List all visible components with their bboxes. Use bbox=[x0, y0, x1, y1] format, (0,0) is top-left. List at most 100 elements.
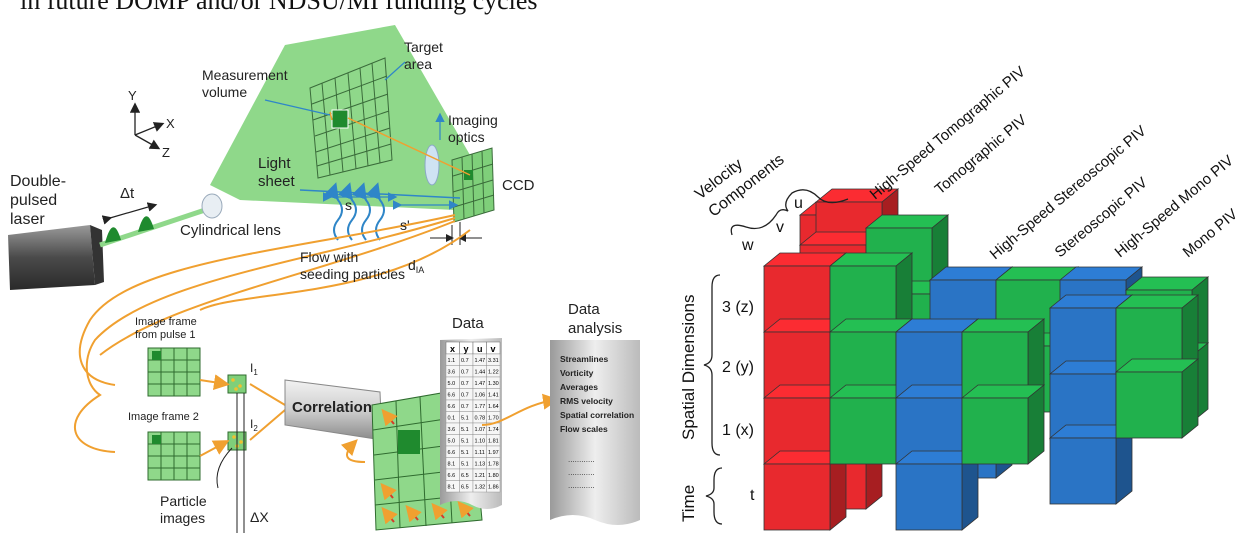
data-header-cell: y bbox=[464, 344, 469, 354]
axes-icon bbox=[129, 102, 165, 150]
data-cell: 0.78 bbox=[475, 416, 486, 422]
image-frame-2 bbox=[147, 431, 201, 481]
cube bbox=[1048, 424, 1134, 505]
spatial-brace bbox=[703, 274, 721, 456]
correlation-label: Correlation bbox=[292, 399, 372, 416]
data-cell: 3.6 bbox=[448, 427, 456, 433]
data-cell: 1.10 bbox=[475, 439, 486, 445]
data-cell: 1.97 bbox=[488, 450, 499, 456]
data-cell: 8.1 bbox=[448, 485, 456, 491]
data-cell: 1.11 bbox=[475, 450, 485, 456]
data-header-cell: v bbox=[491, 344, 496, 354]
top-caption: in future DOMP and/or NDSU/MI funding cy… bbox=[20, 0, 538, 15]
analysis-list: Streamlines Vorticity Averages RMS velocity… bbox=[560, 354, 634, 434]
flow-label: Flow with seeding particles bbox=[300, 249, 405, 282]
data-cell: 1.07 bbox=[475, 427, 486, 433]
data-cell: 1.22 bbox=[488, 370, 499, 376]
data-cell: 0.7 bbox=[461, 358, 469, 364]
cylindrical-lens-label: Cylindrical lens bbox=[180, 222, 281, 239]
cube bbox=[1114, 358, 1200, 439]
data-cell: 0.7 bbox=[461, 404, 469, 410]
analysis-item: Vorticity bbox=[560, 368, 594, 378]
data-cell: 5.1 bbox=[461, 439, 469, 445]
axis-z-label: Z bbox=[162, 145, 170, 160]
data-cell: 1.77 bbox=[475, 404, 486, 410]
data-cell: 1.81 bbox=[488, 439, 499, 445]
analysis-item: Streamlines bbox=[560, 354, 608, 364]
i2-label: I2 bbox=[250, 417, 258, 433]
i1-label: I1 bbox=[250, 361, 258, 377]
data-cell: 1.44 bbox=[475, 370, 486, 376]
data-cell: 1.47 bbox=[475, 381, 486, 387]
data-cell: 3.31 bbox=[488, 358, 499, 364]
data-cell: 6.6 bbox=[448, 450, 456, 456]
component-v-label: v bbox=[776, 219, 784, 236]
frame1-label: Image frame from pulse 1 bbox=[135, 316, 197, 341]
data-cell: 5.1 bbox=[461, 450, 469, 456]
measurement-volume-label: Measurement volume bbox=[202, 67, 288, 100]
data-cell: 0.7 bbox=[461, 393, 469, 399]
data-cell: 1.30 bbox=[488, 381, 499, 387]
data-cell: 1.64 bbox=[488, 404, 499, 410]
s-prime-label: s' bbox=[400, 217, 410, 233]
svg-text:............: ............ bbox=[568, 468, 595, 477]
data-cell: 1.70 bbox=[488, 416, 499, 422]
data-cell: 6.6 bbox=[448, 404, 456, 410]
cube bbox=[894, 450, 980, 531]
data-cell: 8.1 bbox=[448, 462, 456, 468]
data-cell: 1.21 bbox=[475, 473, 486, 479]
data-cell: 1.80 bbox=[488, 473, 499, 479]
data-cell: 6.6 bbox=[448, 393, 456, 399]
target-area-label: Target area bbox=[404, 39, 443, 72]
analysis-item: Spatial correlation bbox=[560, 410, 634, 420]
svg-text:............: ............ bbox=[568, 455, 595, 464]
data-cell: 1.1 bbox=[448, 358, 456, 364]
data-cell: 1.41 bbox=[488, 393, 499, 399]
data-cell: 1.78 bbox=[488, 462, 499, 468]
component-u-label: u bbox=[794, 195, 803, 212]
cube bbox=[960, 384, 1046, 465]
ccd-label: CCD bbox=[502, 177, 535, 194]
axis-x-label: X bbox=[166, 116, 175, 131]
velocity-brace bbox=[730, 189, 849, 236]
svg-text:............: ............ bbox=[568, 481, 595, 490]
time-t-label: t bbox=[750, 487, 755, 504]
s-label: s bbox=[345, 197, 352, 213]
cylindrical-lens bbox=[201, 193, 223, 219]
spatial-dimensions-label: Spatial Dimensions bbox=[679, 294, 698, 440]
data-cell: 3.6 bbox=[448, 370, 456, 376]
data-cell: 5.0 bbox=[448, 439, 456, 445]
data-title: Data bbox=[452, 315, 484, 332]
data-cell: 1.74 bbox=[488, 427, 499, 433]
frame2-label: Image frame 2 bbox=[128, 411, 199, 423]
dim-y-label: 2 (y) bbox=[722, 359, 754, 376]
component-w-label: w bbox=[741, 237, 754, 254]
delta-t-label: Δt bbox=[120, 185, 135, 202]
piv-capability-cube-chart bbox=[762, 188, 1210, 531]
data-cell: 6.5 bbox=[461, 473, 469, 479]
data-cell: 5.1 bbox=[461, 416, 469, 422]
analysis-sheet: Streamlines Vorticity Averages RMS velocity… bbox=[550, 340, 640, 525]
imaging-optics-label: Imaging optics bbox=[448, 112, 498, 145]
data-cell: 0.7 bbox=[461, 381, 469, 387]
data-cell: 0.1 bbox=[448, 416, 456, 422]
measurement-grid bbox=[309, 57, 393, 179]
data-header-cell: x bbox=[450, 344, 455, 354]
laser-label: Double-pulsed laser bbox=[10, 173, 66, 228]
data-cell: 1.13 bbox=[475, 462, 486, 468]
time-brace bbox=[705, 467, 723, 525]
delta-x-label: ΔX bbox=[250, 509, 269, 525]
data-cell: 6.5 bbox=[461, 485, 469, 491]
data-cell: 5.1 bbox=[461, 462, 469, 468]
velocity-components-label: VelocityComponents bbox=[692, 134, 787, 221]
data-cell: 1.47 bbox=[475, 358, 486, 364]
data-header-cell: u bbox=[477, 344, 483, 354]
analysis-item: Averages bbox=[560, 382, 598, 392]
data-sheet: x y u v1.1 0.7 1.47 3.313.6 0.7 1.44 1.225.0 0.7 1.… bbox=[440, 338, 502, 509]
piv-setup-diagram: x y u v1.1 0.7 1.47 3.313.6 0.7 1.44 1.225.0 0.7 1.… bbox=[8, 25, 640, 533]
laser-housing bbox=[8, 225, 95, 290]
data-cell: 5.1 bbox=[461, 427, 469, 433]
axis-y-label: Y bbox=[128, 88, 137, 103]
data-cell: 1.06 bbox=[475, 393, 486, 399]
data-cell: 6.6 bbox=[448, 473, 456, 479]
